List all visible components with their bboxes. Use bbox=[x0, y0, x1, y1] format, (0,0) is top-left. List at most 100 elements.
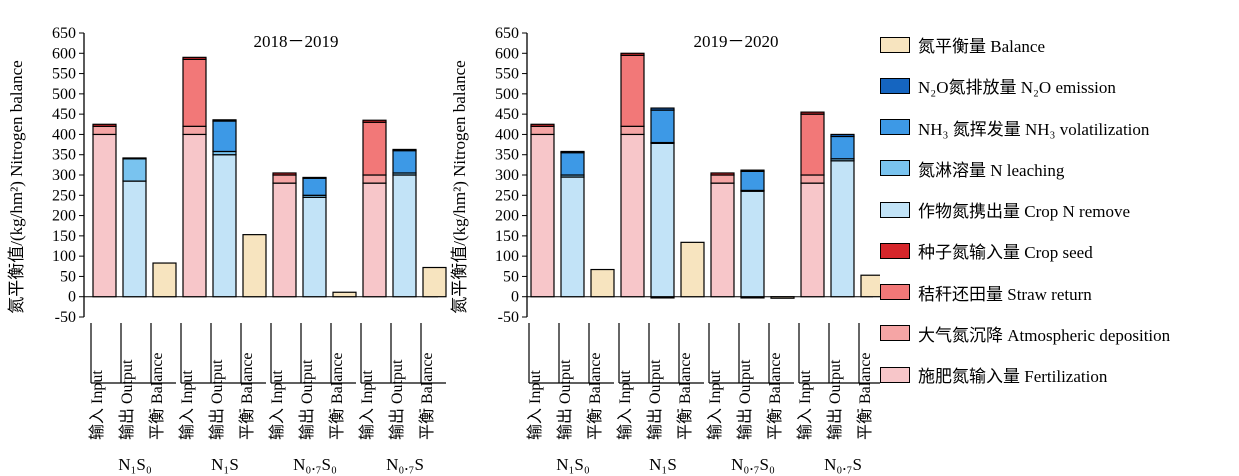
bar-segment-input-fertilization bbox=[710, 182, 735, 298]
legend-item-deposition: 大气氮沉降 Atmospheric deposition bbox=[880, 313, 1236, 354]
y-tick-label: 600 bbox=[495, 45, 519, 62]
y-tick-label: 550 bbox=[495, 66, 519, 83]
bar-segment-output-nh3 bbox=[650, 109, 675, 144]
bar-segment-input-straw bbox=[620, 54, 645, 127]
group-label: N₀.₇S bbox=[824, 455, 862, 474]
y-tick-label: 350 bbox=[52, 147, 76, 164]
legend-label: 作物氮携出量 Crop N remove bbox=[918, 202, 1131, 222]
chart-title: 2019－2020 bbox=[694, 32, 779, 51]
bar-segment-output-n2o bbox=[740, 169, 765, 172]
legend-item-leaching: 氮淋溶量 N leaching bbox=[880, 148, 1236, 189]
y-tick-label: 350 bbox=[495, 147, 519, 164]
bar-segment-input-seed bbox=[710, 172, 735, 176]
bar-segment-output-n2o bbox=[212, 119, 237, 122]
bar-segment-output-crop_remove bbox=[740, 190, 765, 298]
y-tick-label: 550 bbox=[52, 66, 76, 83]
legend-item-nh3: NH₃ 氮挥发量 NH₃ volatilization bbox=[880, 107, 1236, 148]
bar-category-label: 输出 Output bbox=[556, 359, 574, 440]
legend-item-balance: 氮平衡量 Balance bbox=[880, 24, 1236, 65]
legend-label: 氮淋溶量 N leaching bbox=[918, 160, 1065, 180]
bar-segment-output-nh3 bbox=[392, 150, 417, 174]
bar-segment-input-deposition bbox=[620, 125, 645, 136]
group-label: N₁S bbox=[211, 455, 239, 474]
bar-segment-output-nh3 bbox=[830, 135, 855, 160]
bar-balance bbox=[770, 296, 795, 299]
y-tick-label: 200 bbox=[495, 208, 519, 225]
bar-segment-input-fertilization bbox=[182, 133, 207, 298]
legend-label: 种子氮输入量 Crop seed bbox=[918, 243, 1093, 263]
bar-segment-input-fertilization bbox=[272, 182, 297, 298]
bar-segment-input-straw bbox=[362, 121, 387, 176]
y-tick-label: 600 bbox=[52, 45, 76, 62]
y-tick-label: 400 bbox=[495, 126, 519, 143]
group-label: N₀.₇S₀ bbox=[731, 455, 775, 474]
y-tick-label: 200 bbox=[52, 208, 76, 225]
legend-swatch bbox=[880, 325, 910, 342]
bar-category-label: 输出 Output bbox=[208, 359, 226, 440]
y-tick-label: 150 bbox=[495, 228, 519, 245]
chart-figure: 2018－2019 氮平衡值/(kg/hm²) Nitrogen balance -… bbox=[7, 25, 880, 474]
y-tick-label: 100 bbox=[52, 248, 76, 265]
bar-category-label: 输入 Input bbox=[616, 370, 634, 440]
bar-segment-output-n2o bbox=[122, 157, 147, 160]
bar-segment-output-n2o bbox=[392, 148, 417, 152]
y-tick-label: 0 bbox=[511, 289, 519, 306]
bar-category-label: 输入 Input bbox=[706, 370, 724, 440]
bar-segment-input-seed bbox=[92, 123, 117, 127]
bar-segment-input-fertilization bbox=[620, 133, 645, 298]
legend-item-crop_remove: 作物氮携出量 Crop N remove bbox=[880, 189, 1236, 230]
bar-segment-input-straw bbox=[800, 113, 825, 176]
y-tick-label: 450 bbox=[495, 106, 519, 123]
bar-segment-input-deposition bbox=[800, 174, 825, 184]
y-axis-label: 氮平衡值/(kg/hm²) Nitrogen balance bbox=[7, 60, 26, 313]
bar-category-label: 输入 Input bbox=[268, 370, 286, 440]
legend-label: 秸秆还田量 Straw return bbox=[918, 284, 1092, 304]
bar-category-label: 输入 Input bbox=[358, 370, 376, 440]
bar-segment-output-n2o bbox=[302, 176, 327, 179]
y-tick-label: 250 bbox=[495, 187, 519, 204]
legend-item-seed: 种子氮输入量 Crop seed bbox=[880, 230, 1236, 271]
bar-category-label: 输出 Output bbox=[646, 359, 664, 440]
bar-segment-output-nh3 bbox=[560, 152, 585, 176]
bar-segment-output-crop_remove bbox=[302, 196, 327, 298]
bar-balance bbox=[590, 268, 615, 298]
group-label: N₁S₀ bbox=[556, 455, 590, 474]
bar-category-label: 平衡 Balance bbox=[676, 352, 694, 440]
bar-segment-input-seed bbox=[362, 119, 387, 123]
legend-item-fertilization: 施肥氮输入量 Fertilization bbox=[880, 354, 1236, 395]
bar-segment-input-deposition bbox=[272, 174, 297, 184]
y-tick-label: 250 bbox=[52, 187, 76, 204]
bar-category-label: 输入 Input bbox=[178, 370, 196, 440]
group-label: N₀.₇S bbox=[386, 455, 424, 474]
bar-category-label: 输出 Output bbox=[298, 359, 316, 440]
y-tick-label: 0 bbox=[68, 289, 76, 306]
y-tick-label: 300 bbox=[495, 167, 519, 184]
bar-category-label: 平衡 Balance bbox=[148, 352, 166, 440]
bar-category-label: 平衡 Balance bbox=[856, 352, 874, 440]
legend-label: N₂O氮排放量 N₂O emission bbox=[918, 78, 1116, 98]
bar-segment-output-crop_remove bbox=[392, 174, 417, 298]
bar-segment-input-fertilization bbox=[362, 182, 387, 298]
y-tick-label: 500 bbox=[52, 86, 76, 103]
bar-segment-input-seed bbox=[272, 172, 297, 176]
bar-balance bbox=[332, 291, 357, 298]
bar-segment-input-fertilization bbox=[92, 133, 117, 298]
bar-segment-output-nh3 bbox=[302, 177, 327, 196]
bar-segment-input-seed bbox=[182, 56, 207, 60]
legend-swatch bbox=[880, 201, 910, 218]
bar-balance bbox=[242, 234, 267, 298]
chart-title: 2018－2019 bbox=[254, 32, 339, 51]
y-tick-label: 650 bbox=[52, 25, 76, 42]
bar-segment-input-seed bbox=[620, 52, 645, 56]
bar-balance bbox=[860, 274, 880, 298]
bar-segment-input-straw bbox=[182, 58, 207, 127]
y-tick-label: 400 bbox=[52, 126, 76, 143]
bar-balance bbox=[680, 241, 705, 298]
bar-segment-output-n2o bbox=[830, 133, 855, 138]
bar-segment-output-crop_remove bbox=[212, 154, 237, 298]
legend: 氮平衡量 Balance N₂O氮排放量 N₂O emission NH₃ 氮挥发量… bbox=[880, 24, 1236, 395]
y-tick-label: 50 bbox=[503, 268, 519, 285]
legend-swatch bbox=[880, 36, 910, 53]
bar-segment-output-crop_remove bbox=[830, 160, 855, 298]
bar-category-label: 平衡 Balance bbox=[238, 352, 256, 440]
